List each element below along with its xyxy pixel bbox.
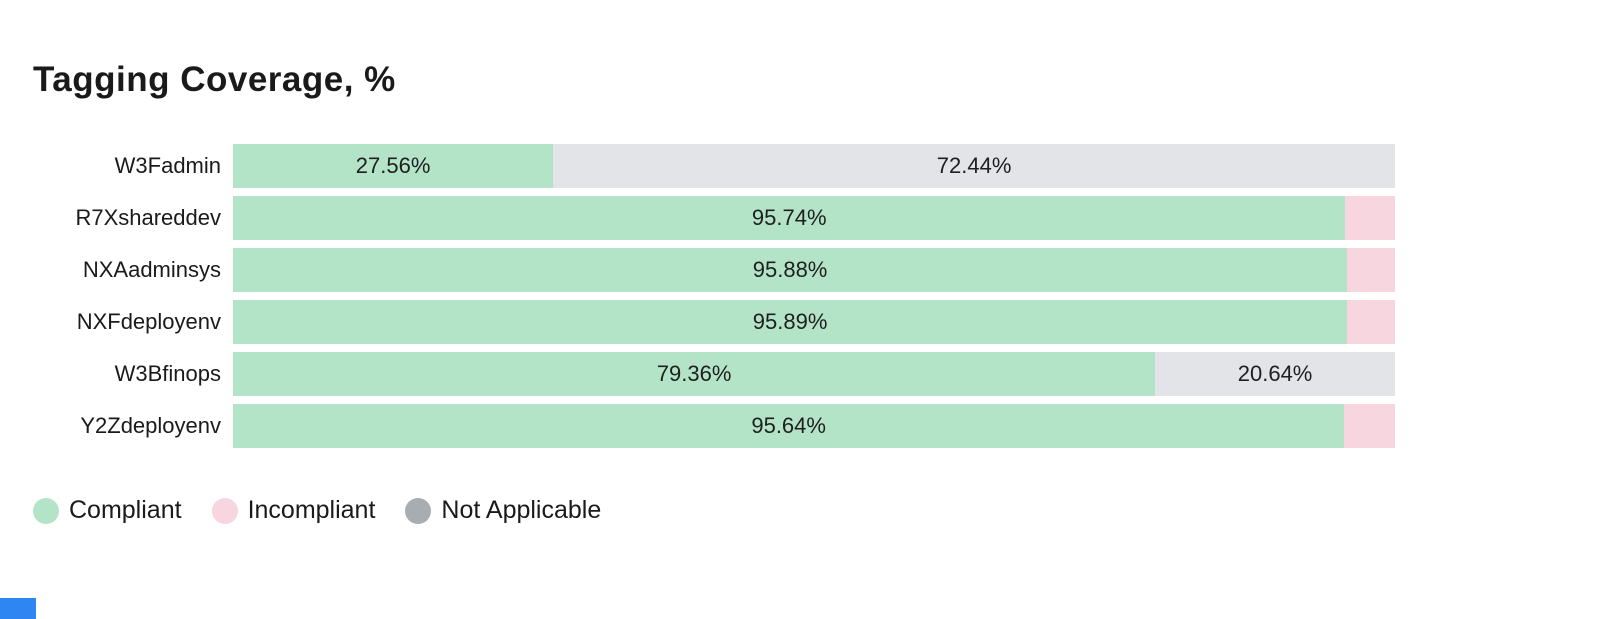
bar-category-label: W3Fadmin [114, 153, 221, 178]
bar-track: 95.64% [233, 404, 1395, 448]
bar-category-label: NXFdeployenv [76, 309, 221, 334]
legend-item-incompliant[interactable]: Incompliant [211, 496, 376, 525]
bar-track: 95.88% [233, 248, 1395, 292]
bottom-left-accent-strip [0, 598, 36, 619]
chart-legend: Compliant Incompliant Not Applicable [33, 496, 1600, 525]
legend-item-not-applicable[interactable]: Not Applicable [405, 496, 601, 525]
bar-segment-compliant[interactable]: 95.89% [233, 300, 1348, 344]
bar-segment-compliant[interactable]: 79.36% [233, 352, 1156, 396]
bar-segment-incompliant[interactable] [1347, 248, 1395, 292]
bar-category-label: R7Xshareddev [75, 205, 221, 230]
bar-row: NXFdeployenv 95.89% [33, 300, 1395, 344]
bar-track: 95.89% [233, 300, 1395, 344]
bar-track: 79.36% 20.64% [233, 352, 1395, 396]
stacked-bar-chart: W3Fadmin 27.56% 72.44% R7Xshareddev 95.74% NX… [33, 144, 1395, 448]
legend-label: Incompliant [247, 496, 376, 524]
bar-segment-incompliant[interactable] [1345, 196, 1395, 240]
bar-segment-compliant[interactable]: 95.88% [233, 248, 1348, 292]
bar-category-label: W3Bfinops [114, 361, 221, 386]
bar-segment-compliant[interactable]: 27.56% [233, 144, 554, 188]
bar-segment-incompliant[interactable] [1347, 300, 1395, 344]
bar-segment-compliant[interactable]: 95.64% [233, 404, 1345, 448]
bar-track: 27.56% 72.44% [233, 144, 1395, 188]
bar-row: Y2Zdeployenv 95.64% [33, 404, 1395, 448]
chart-title: Tagging Coverage, % [33, 60, 396, 99]
legend-dot-icon [405, 497, 432, 524]
legend-item-compliant[interactable]: Compliant [33, 496, 182, 525]
bar-row: R7Xshareddev 95.74% [33, 196, 1395, 240]
legend-dot-icon [33, 497, 59, 524]
bar-row: W3Bfinops 79.36% 20.64% [33, 352, 1395, 396]
bar-category-label: NXAadminsys [82, 257, 221, 282]
bar-category-label: Y2Zdeployenv [80, 413, 221, 438]
bar-row: NXAadminsys 95.88% [33, 248, 1395, 292]
bar-row: W3Fadmin 27.56% 72.44% [33, 144, 1395, 188]
legend-dot-icon [211, 497, 238, 524]
legend-label: Compliant [69, 496, 182, 524]
legend-label: Not Applicable [441, 496, 602, 524]
bar-track: 95.74% [233, 196, 1395, 240]
bar-segment-compliant[interactable]: 95.74% [233, 196, 1346, 240]
bar-segment-incompliant[interactable] [1344, 404, 1395, 448]
bar-segment-not-applicable[interactable]: 20.64% [1155, 352, 1395, 396]
chart-rows: W3Fadmin 27.56% 72.44% R7Xshareddev 95.74% NX… [33, 144, 1395, 448]
bar-segment-not-applicable[interactable]: 72.44% [553, 144, 1395, 188]
